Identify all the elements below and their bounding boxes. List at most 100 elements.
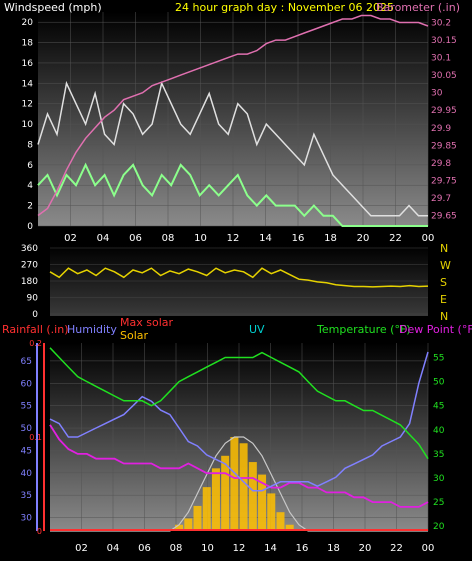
direction-y-ticks: 360 270 180 90 0 [21, 244, 38, 320]
barometer-y-tick: 29.9 [431, 124, 451, 134]
barometer-y-tick: 29.8 [431, 159, 451, 169]
temp-x-tick-label: 04 [107, 543, 120, 554]
humidity-y-tick: 40 [21, 469, 33, 479]
temp-x-tick-label: 08 [170, 543, 183, 554]
wind-y-tick: 14 [22, 79, 34, 89]
wind-y-tick: 20 [22, 18, 34, 28]
wind-y-tick: 8 [27, 140, 33, 150]
wind-x-tick-label: 12 [227, 233, 240, 244]
temp-x-tick-label: 16 [296, 543, 309, 554]
wind-y-tick: 4 [27, 181, 33, 191]
solar-bar [184, 518, 193, 531]
temp-x-tick-label: 12 [233, 543, 246, 554]
direction-y-tick: 180 [21, 277, 38, 287]
wind-axis-label: Windspeed (mph) [4, 1, 102, 14]
wind-y-tick: 6 [27, 161, 33, 171]
legend-max-solar: Max solar [120, 316, 173, 329]
compass-label: S [440, 276, 447, 289]
solar-bar [221, 455, 230, 531]
humidity-y-tick: 45 [21, 446, 32, 456]
barometer-axis-label: Barometer (.in) [376, 1, 460, 14]
barometer-y-tick: 30.2 [431, 19, 451, 29]
barometer-y-tick: 29.65 [431, 211, 457, 221]
temp-x-tick-label: 02 [75, 543, 88, 554]
wind-series [37, 14, 429, 227]
temperature-line [49, 347, 429, 460]
wind-x-ticks: 02 04 06 08 10 12 14 16 18 20 22 00 [64, 233, 434, 244]
wind-y-tick: 2 [27, 202, 33, 212]
direction-y-tick: 360 [21, 244, 38, 254]
wind-y-tick: 18 [22, 39, 34, 49]
solar-bar [175, 524, 184, 531]
direction-series [49, 267, 429, 288]
barometer-y-tick: 30.15 [431, 36, 457, 46]
humidity-line [49, 351, 429, 492]
compass-label: W [440, 259, 451, 272]
barometer-y-tick: 30 [431, 89, 443, 99]
temp-x-tick-label: 18 [327, 543, 340, 554]
legend-humidity: Humidity [67, 323, 117, 336]
solar-bar [258, 474, 267, 531]
direction-grid [50, 247, 428, 315]
temp-y-tick: 45 [433, 402, 444, 412]
rain-y-tick: 0.1 [29, 433, 42, 442]
wind-x-tick-label: 16 [292, 233, 305, 244]
wind-x-tick-label: 22 [389, 233, 402, 244]
legend-temperature: Temperature (°F) [316, 323, 411, 336]
barometer-y-tick: 29.85 [431, 141, 457, 151]
legend-solar: Solar [120, 329, 149, 342]
humidity-y-tick: 30 [21, 514, 33, 524]
rain-y-ticks: 0 0.1 0.2 [29, 339, 42, 536]
temp-x-tick-label: 14 [264, 543, 277, 554]
humidity-y-tick: 60 [21, 379, 33, 389]
temp-x-ticks: 02 04 06 08 10 12 14 16 18 20 22 00 [75, 543, 434, 554]
temp-y-tick: 20 [433, 522, 445, 532]
solar-bar [267, 493, 276, 531]
temp-y-tick: 40 [433, 426, 445, 436]
wind-y-tick: 16 [22, 59, 34, 69]
direction-y-tick: 90 [27, 294, 39, 304]
solar-bar [239, 443, 248, 531]
direction-y-tick: 0 [32, 310, 38, 320]
barometer-line [37, 14, 429, 217]
rain-y-tick: 0 [37, 527, 42, 536]
barometer-y-tick: 29.7 [431, 194, 451, 204]
temp-x-tick-label: 00 [422, 543, 435, 554]
temp-y-tick: 55 [433, 353, 444, 363]
temp-x-tick-label: 22 [390, 543, 403, 554]
barometer-y-tick: 29.75 [431, 176, 457, 186]
wind-x-tick-label: 08 [162, 233, 175, 244]
wind-x-tick-label: 14 [259, 233, 272, 244]
chart-title: 24 hour graph day : November 06 2025 [175, 1, 394, 14]
wind-y-tick: 0 [27, 222, 33, 232]
solar-bar [202, 487, 211, 531]
humidity-y-ticks: 30 35 40 45 50 55 60 65 [21, 357, 33, 524]
temp-y-tick: 50 [433, 378, 445, 388]
wind-y-ticks: 0 2 4 6 8 10 12 14 16 18 20 [22, 18, 34, 232]
barometer-y-tick: 30.1 [431, 54, 451, 64]
barometer-y-tick: 30.05 [431, 71, 457, 81]
wind-y-tick: 10 [22, 120, 34, 130]
temp-y-tick: 30 [433, 474, 445, 484]
wind-gust-line [37, 162, 428, 227]
compass-label: N [440, 310, 448, 323]
solar-bar [276, 512, 285, 531]
wind-x-tick-label: 10 [194, 233, 207, 244]
solar-bar [248, 462, 257, 531]
temp-y-tick: 25 [433, 498, 444, 508]
wind-y-tick: 12 [22, 100, 33, 110]
legend-rainfall: Rainfall (.in) [2, 323, 69, 336]
humidity-y-tick: 35 [21, 491, 32, 501]
temp-x-tick-label: 10 [201, 543, 214, 554]
wind-x-tick-label: 18 [324, 233, 337, 244]
barometer-y-ticks: 29.65 29.7 29.75 29.8 29.85 29.9 29.95 30 30.05 3… [431, 19, 457, 222]
solar-bar [211, 468, 220, 531]
solar-bar [230, 437, 239, 531]
solar-bar [285, 524, 294, 531]
barometer-y-tick: 29.95 [431, 106, 457, 116]
wind-x-tick-label: 20 [357, 233, 370, 244]
temp-x-tick-label: 06 [138, 543, 151, 554]
humidity-y-tick: 50 [21, 424, 33, 434]
